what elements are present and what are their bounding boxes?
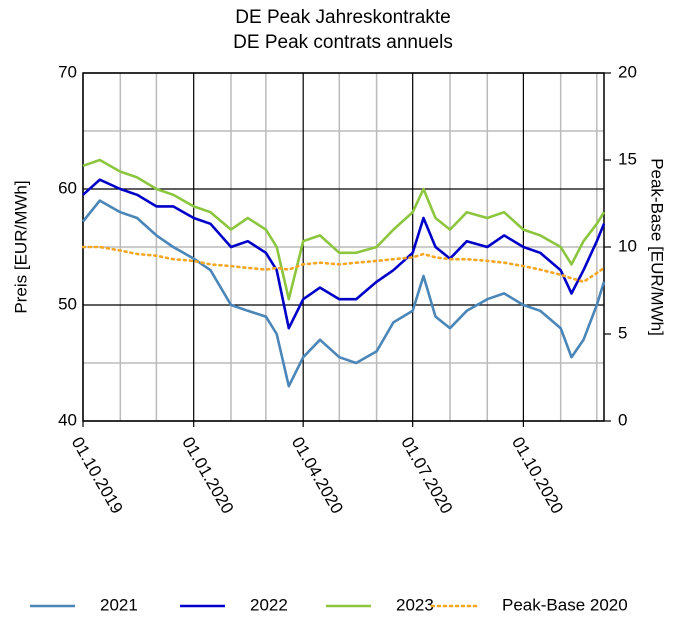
y2-tick-label: 15 (618, 149, 637, 168)
x-tick-label: 01.04.2020 (288, 434, 347, 517)
series-line (81, 199, 606, 388)
legend-label: Peak-Base 2020 (502, 595, 628, 614)
y2-tick-label: 5 (618, 323, 627, 342)
legend-label: 2021 (100, 595, 138, 614)
y-axis-label: Preis [EUR/MWh] (11, 180, 30, 313)
series-line (82, 158, 606, 301)
legend-label: 2023 (396, 595, 434, 614)
x-tick-label: 01.10.2020 (508, 434, 567, 517)
series-line (82, 178, 606, 330)
y2-tick-label: 10 (618, 236, 637, 255)
y-tick-label: 60 (58, 178, 77, 197)
x-tick-label: 01.10.2019 (68, 434, 127, 517)
series-line (81, 245, 606, 284)
y-tick-label: 70 (58, 62, 77, 81)
legend-label: 2022 (250, 595, 288, 614)
x-tick-label: 01.07.2020 (397, 434, 456, 517)
chart-subtitle: DE Peak contrats annuels (233, 32, 453, 53)
y2-tick-label: 0 (618, 410, 627, 429)
y-tick-label: 40 (58, 410, 77, 429)
y2-tick-label: 20 (618, 62, 637, 81)
y-tick-label: 50 (58, 294, 77, 313)
y2-axis-label: Peak-Base [EUR/MWh] (648, 158, 667, 336)
x-tick-label: 01.01.2020 (178, 434, 237, 517)
chart-title: DE Peak Jahreskontrakte (235, 7, 450, 28)
